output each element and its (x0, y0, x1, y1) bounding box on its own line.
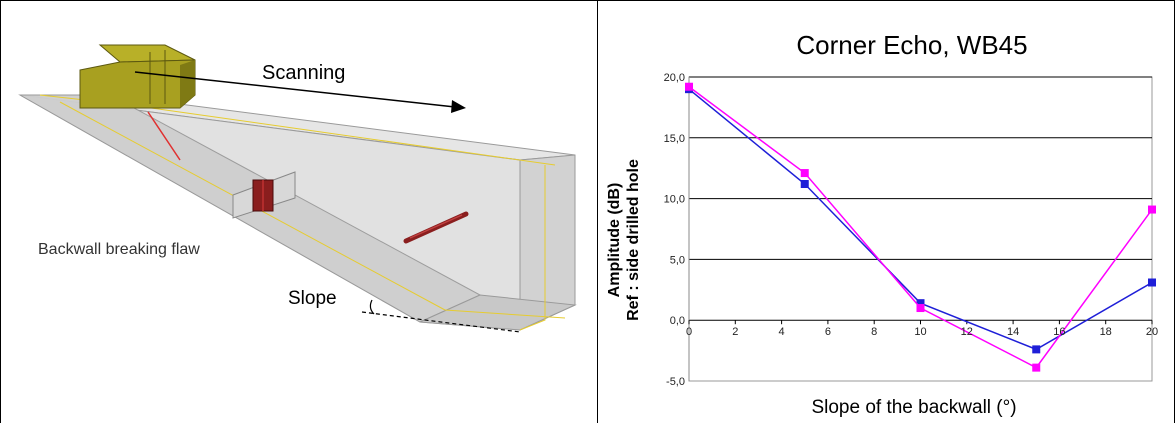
frame-top (0, 0, 1175, 1)
side-drilled-hole-highlight (409, 214, 463, 239)
y-axis-label: Amplitude (dB) Ref : side drilled hole (606, 159, 642, 321)
frame-left (0, 0, 1, 423)
series-2-point (685, 82, 693, 91)
slope-angle-arc (369, 299, 375, 315)
x-tick-label: 18 (1100, 326, 1112, 338)
illustration-svg: Scanning Backwall breaking flaw Slope (18, 44, 577, 333)
chart-title: Corner Echo, WB45 (796, 30, 1027, 60)
side-drilled-hole (403, 211, 469, 244)
series-1-point (1032, 345, 1041, 354)
probe-top (98, 44, 196, 63)
series-1-point (800, 180, 809, 189)
scanning-illustration: Scanning Backwall breaking flaw Slope (18, 44, 577, 333)
y-tick-label: 5,0 (670, 254, 685, 266)
panel-divider (597, 0, 598, 423)
ultrasonic-beam (147, 111, 181, 161)
series-1-point (916, 299, 925, 308)
probe-shade (180, 60, 195, 108)
y-tick-label: 20,0 (664, 72, 685, 84)
x-tick-label: 16 (1053, 326, 1065, 338)
series-2-point (1148, 205, 1156, 214)
x-tick-label: 14 (1007, 326, 1019, 338)
y-axis-label-line1: Amplitude (dB) (606, 183, 623, 298)
x-axis-label: Slope of the backwall (°) (811, 397, 1016, 418)
x-tick-label: 4 (779, 326, 785, 338)
x-tick-label: 8 (871, 326, 877, 338)
yellow-line-end (519, 165, 546, 331)
scanning-arrowhead (451, 100, 466, 113)
y-axis-label-line2: Ref : side drilled hole (625, 159, 642, 321)
series-2-point (916, 304, 925, 313)
x-tick-label: 10 (914, 326, 926, 338)
probe-front (79, 59, 196, 109)
series-2-point (800, 169, 809, 178)
series-1-point (1148, 278, 1156, 287)
chart-svg: Corner Echo, WB45 Amplitude (dB) Ref : s… (606, 30, 1158, 418)
y-tick-label: 15,0 (664, 133, 685, 145)
series-2-point (1032, 363, 1041, 372)
y-tick-label: -5,0 (666, 376, 685, 388)
x-tick-label: 20 (1146, 326, 1158, 338)
plot-area (688, 76, 1153, 382)
x-tick-label: 2 (732, 326, 738, 338)
slope-label: Slope (288, 288, 337, 309)
scanning-label: Scanning (262, 62, 345, 84)
x-tick-label: 0 (686, 326, 692, 338)
slope-reference-line (361, 311, 521, 333)
scanning-arrow (134, 71, 456, 108)
flaw-label: Backwall breaking flaw (38, 241, 200, 258)
y-tick-label: 0,0 (670, 315, 685, 327)
x-tick-label: 6 (825, 326, 831, 338)
x-tick-label: 12 (961, 326, 973, 338)
corner-echo-chart: Corner Echo, WB45 Amplitude (dB) Ref : s… (597, 0, 1175, 423)
y-tick-label: 10,0 (664, 194, 685, 206)
block-bottom-face (419, 294, 577, 331)
yellow-line-bottom (444, 309, 566, 319)
